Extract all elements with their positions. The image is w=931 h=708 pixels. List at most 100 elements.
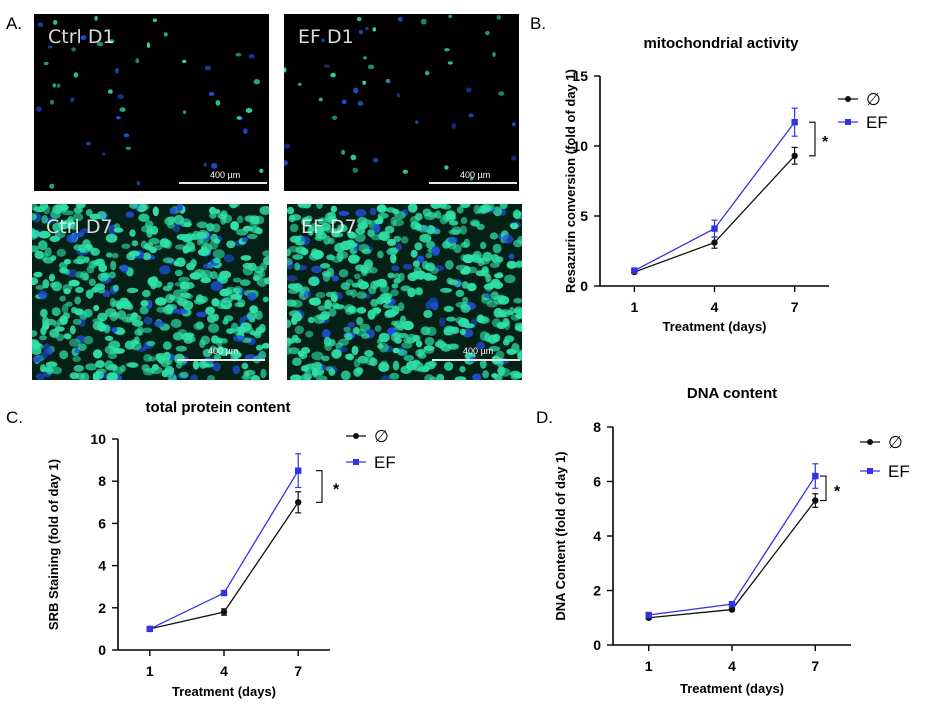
cell-nucleus — [105, 233, 118, 243]
series-line — [648, 500, 816, 619]
cell-nucleus — [434, 340, 447, 348]
cell-nucleus — [451, 123, 456, 129]
cell-nucleus — [389, 372, 400, 380]
cell-nucleus — [169, 295, 176, 301]
cell-nucleus — [97, 312, 108, 322]
cell-nucleus — [120, 264, 129, 273]
cell-nucleus — [56, 248, 66, 257]
cell-nucleus — [344, 353, 353, 360]
cell-nucleus — [338, 338, 349, 346]
cell-nucleus — [262, 250, 269, 257]
cell-nucleus — [425, 252, 433, 259]
cell-nucleus — [444, 361, 454, 371]
cell-nucleus — [446, 326, 456, 332]
cell-nucleus — [142, 289, 151, 298]
cell-nucleus — [38, 240, 48, 251]
cell-nucleus — [39, 204, 49, 210]
cell-nucleus — [471, 220, 480, 227]
cell-nucleus — [38, 290, 48, 300]
cell-nucleus — [395, 243, 403, 251]
cell-nucleus — [357, 101, 364, 106]
cell-nucleus — [240, 255, 252, 261]
cell-nucleus — [117, 310, 127, 320]
cell-nucleus — [48, 45, 53, 49]
cell-nucleus — [308, 252, 321, 261]
cell-nucleus — [85, 289, 94, 299]
cell-nucleus — [126, 287, 139, 294]
cell-nucleus — [456, 206, 464, 214]
cell-nucleus — [391, 320, 398, 326]
cell-nucleus — [200, 335, 210, 345]
cell-nucleus — [74, 296, 81, 305]
cell-nucleus — [385, 78, 390, 83]
cell-nucleus — [372, 27, 377, 32]
cell-nucleus — [96, 42, 104, 47]
legend-marker — [867, 468, 873, 474]
cell-nucleus — [125, 146, 132, 150]
cell-nucleus — [513, 306, 522, 315]
cell-nucleus — [128, 250, 141, 257]
cell-nucleus — [211, 313, 220, 322]
cell-nucleus — [255, 344, 264, 351]
cell-nucleus — [51, 307, 61, 317]
cell-nucleus — [330, 205, 338, 213]
panel-a-letter: A. — [6, 14, 23, 33]
cell-nucleus — [82, 272, 90, 281]
cell-nucleus — [94, 258, 104, 267]
cell-nucleus — [400, 236, 409, 244]
cell-nucleus — [94, 15, 98, 21]
cell-nucleus — [45, 361, 58, 368]
cell-nucleus — [34, 250, 44, 260]
cell-nucleus — [207, 375, 216, 380]
cell-nucleus — [253, 79, 260, 85]
cell-nucleus — [510, 222, 519, 230]
cell-nucleus — [102, 290, 111, 298]
cell-nucleus — [139, 306, 149, 315]
y-axis-label: SRB Staining (fold of day 1) — [46, 459, 61, 630]
cell-nucleus — [66, 234, 78, 243]
cell-nucleus — [298, 204, 307, 209]
cell-nucleus — [241, 374, 252, 380]
cell-nucleus — [248, 54, 255, 59]
cell-nucleus — [239, 279, 251, 286]
cell-nucleus — [489, 232, 498, 240]
cell-nucleus — [210, 281, 223, 291]
legend-label: ∅ — [374, 427, 389, 446]
data-point — [812, 472, 819, 480]
cell-nucleus — [287, 275, 298, 282]
cell-nucleus — [108, 271, 116, 279]
cell-nucleus — [237, 299, 246, 308]
cell-nucleus — [394, 211, 406, 220]
cell-nucleus — [446, 277, 453, 285]
cell-nucleus — [250, 226, 261, 234]
cell-nucleus — [447, 61, 453, 65]
cell-nucleus — [448, 14, 453, 19]
cell-nucleus — [40, 308, 48, 318]
cell-nucleus — [423, 347, 434, 354]
cell-nucleus — [32, 330, 38, 337]
cell-nucleus — [245, 369, 256, 376]
scale-bar-label: 400 µm — [208, 346, 239, 356]
cell-nucleus — [430, 204, 442, 209]
cell-nucleus — [179, 283, 190, 292]
y-tick-label: 0 — [98, 642, 106, 658]
cell-nucleus — [163, 351, 171, 361]
cell-nucleus — [496, 15, 501, 20]
cell-nucleus — [284, 143, 291, 149]
cell-nucleus — [294, 262, 301, 271]
cell-nucleus — [481, 297, 493, 304]
cell-nucleus — [241, 237, 249, 243]
cell-nucleus — [391, 283, 399, 289]
cell-nucleus — [494, 258, 502, 265]
cell-nucleus — [229, 204, 238, 209]
cell-nucleus — [445, 260, 454, 270]
cell-nucleus — [356, 16, 362, 22]
cell-nucleus — [54, 230, 66, 239]
cell-nucleus — [287, 319, 292, 329]
cell-nucleus — [377, 215, 384, 225]
cell-nucleus — [232, 277, 242, 283]
cell-nucleus — [390, 289, 399, 297]
cell-nucleus — [424, 374, 434, 380]
cell-nucleus — [131, 240, 139, 247]
cell-nucleus — [479, 359, 487, 369]
